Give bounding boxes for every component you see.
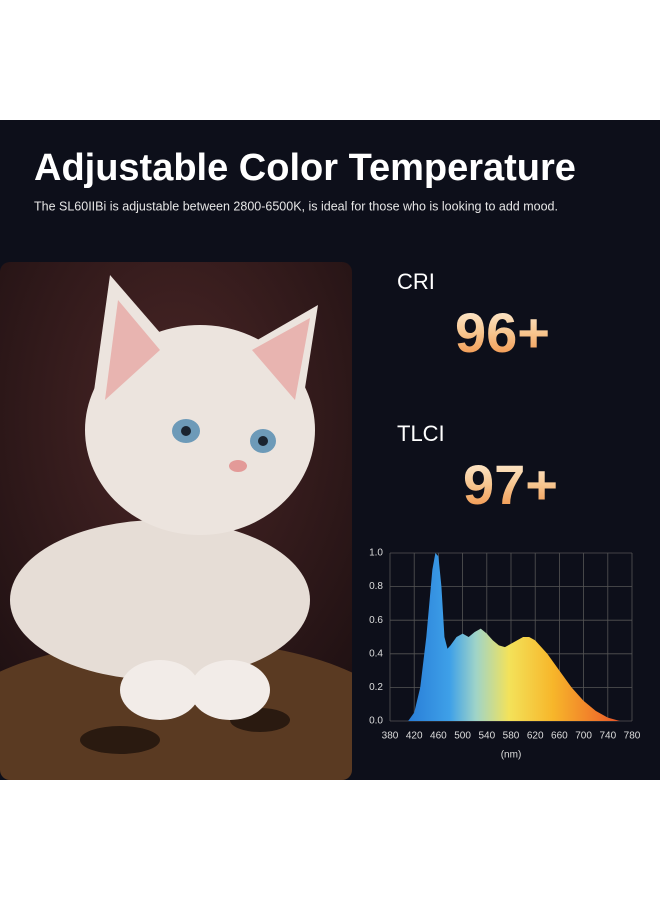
cat-photo: [0, 262, 352, 780]
spec-value: 96+: [455, 301, 550, 364]
subtitle: The SL60IIBi is adjustable between 2800-…: [34, 199, 558, 213]
x-axis-label: (nm): [501, 750, 522, 761]
x-tick-label: 700: [575, 731, 592, 742]
y-tick-label: 0.4: [369, 648, 383, 659]
title: Adjustable Color Temperature: [34, 147, 576, 189]
x-tick-label: 540: [478, 731, 495, 742]
y-tick-label: 0.0: [369, 716, 383, 727]
x-tick-label: 500: [454, 731, 471, 742]
x-tick-label: 620: [527, 731, 544, 742]
x-tick-label: 580: [503, 731, 520, 742]
x-tick-label: 380: [382, 731, 399, 742]
spec-label: CRI: [397, 269, 435, 294]
x-tick-label: 460: [430, 731, 447, 742]
spec-value: 97+: [463, 453, 558, 516]
x-tick-label: 780: [624, 731, 641, 742]
x-tick-label: 420: [406, 731, 423, 742]
spectrum-area: [408, 553, 620, 721]
y-tick-label: 1.0: [369, 548, 383, 559]
y-tick-label: 0.6: [369, 615, 383, 626]
spectrum-chart: 0.0 0.2 0.4 0.6 0.8 1.0 380 420 460 500 540 580 620 6…: [369, 548, 641, 761]
x-tick-label: 660: [551, 731, 568, 742]
y-tick-label: 0.2: [369, 682, 383, 693]
x-tick-label: 740: [599, 731, 616, 742]
y-tick-label: 0.8: [369, 581, 383, 592]
spec-label: TLCI: [397, 421, 445, 446]
